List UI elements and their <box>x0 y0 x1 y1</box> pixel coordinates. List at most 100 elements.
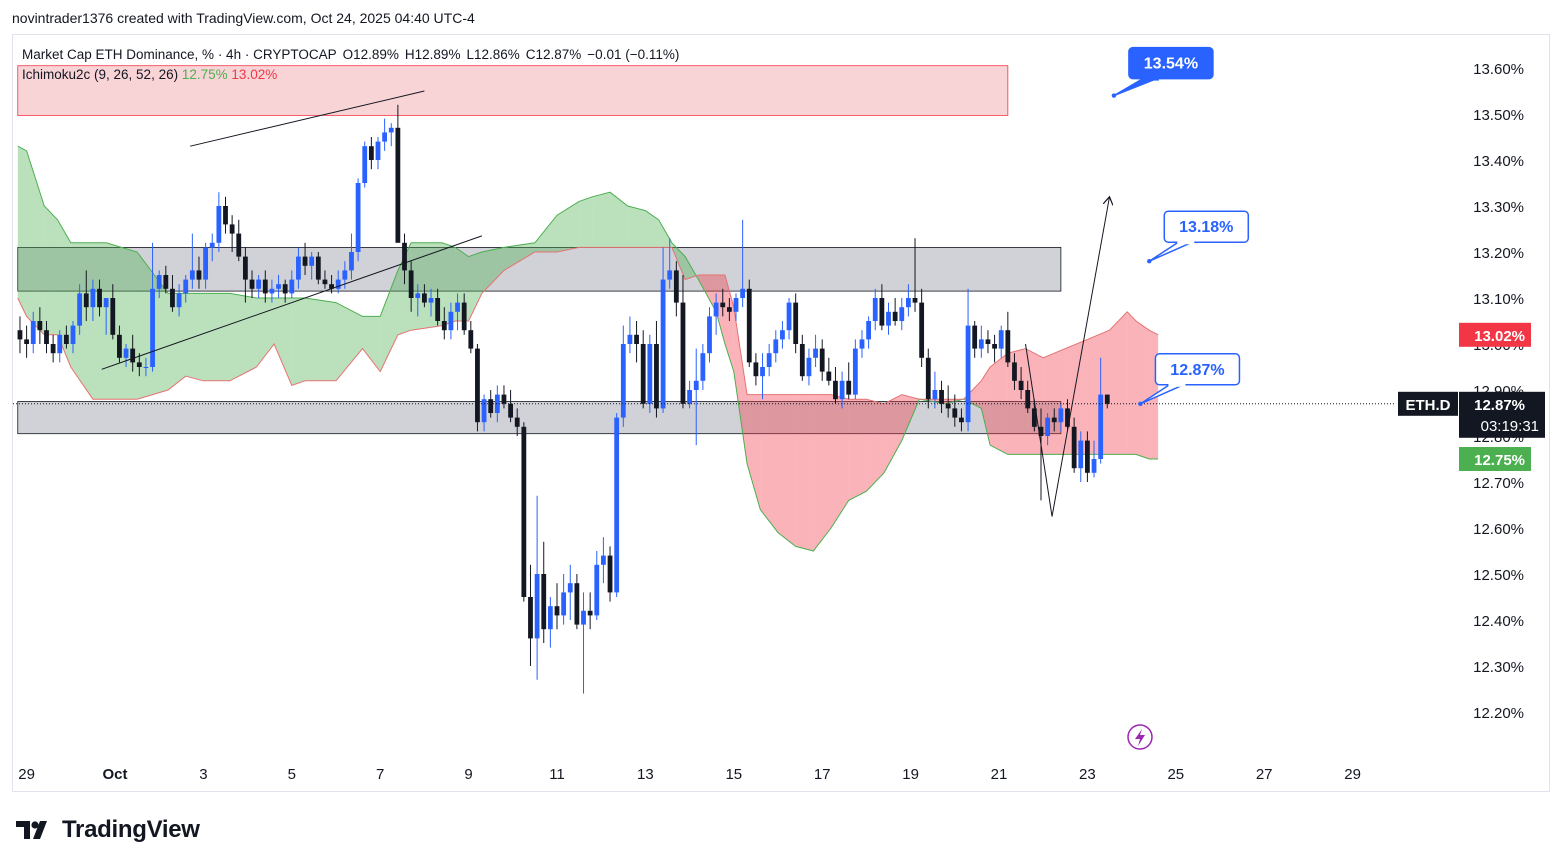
y-tick-label: 12.50% <box>1473 567 1524 584</box>
candle-body <box>196 270 202 280</box>
legend-indicator-row[interactable]: Ichimoku2c (9, 26, 52, 26) 12.75% 13.02% <box>22 65 685 85</box>
candle-body <box>481 399 487 423</box>
candle <box>395 104 401 243</box>
x-tick-label: 5 <box>288 766 296 783</box>
ichimoku-cloud-segment <box>831 394 849 528</box>
candle-body <box>687 390 692 404</box>
candle-body <box>541 574 547 630</box>
candle-body <box>978 339 984 349</box>
candle <box>262 270 268 303</box>
candle-body <box>886 311 891 326</box>
candle <box>521 422 527 602</box>
candle <box>786 298 792 340</box>
candle-body <box>322 279 328 285</box>
ichimoku-cloud-segment <box>866 399 885 492</box>
candle <box>753 353 759 386</box>
candle <box>216 192 222 252</box>
x-tick-label: 21 <box>991 766 1008 783</box>
callout-anchor <box>1138 401 1143 406</box>
candle <box>813 334 818 367</box>
candle-body <box>63 334 69 344</box>
candle-body <box>77 293 83 326</box>
x-tick-label: 27 <box>1256 766 1273 783</box>
candle <box>335 270 341 294</box>
candle <box>707 307 712 363</box>
label-text: 13.02% <box>1474 328 1525 345</box>
candle <box>229 215 235 252</box>
candle-body <box>654 344 659 409</box>
y-tick-label: 13.50% <box>1473 107 1524 124</box>
candle-body <box>647 344 653 404</box>
ichimoku-cloud-segment <box>760 394 778 533</box>
candle <box>905 284 911 317</box>
candle <box>985 330 991 354</box>
candle-body <box>1045 417 1051 436</box>
callout-pointer <box>1148 241 1193 262</box>
candle <box>514 408 520 436</box>
candle-body <box>508 403 513 418</box>
candle-body <box>972 325 978 349</box>
candle-body <box>985 339 991 344</box>
candle <box>534 495 540 680</box>
candle-body <box>441 321 447 331</box>
candle-body <box>819 348 825 372</box>
candle-body <box>707 316 712 354</box>
candle-body <box>1038 426 1044 436</box>
y-tick-label: 12.40% <box>1473 613 1524 630</box>
tradingview-logo[interactable]: TradingView <box>16 816 200 844</box>
candle <box>634 321 639 363</box>
candle-body <box>521 426 527 597</box>
x-tick-label: 19 <box>902 766 919 783</box>
candle <box>601 537 606 584</box>
candle-body <box>713 302 719 317</box>
candle <box>196 256 202 289</box>
chart-legend: Market Cap ETH Dominance, % · 4h · CRYPT… <box>22 45 685 85</box>
callout-joint <box>1141 76 1159 81</box>
chart-caption: novintrader1376 created with TradingView… <box>12 10 475 26</box>
candle-body <box>415 293 421 298</box>
candle-body <box>50 344 56 354</box>
candle <box>693 348 699 446</box>
candle-body <box>57 334 63 354</box>
candle <box>587 592 593 630</box>
candle <box>992 334 997 363</box>
candle-body <box>813 348 818 358</box>
candle <box>547 597 553 648</box>
candle <box>97 279 102 317</box>
candle-body <box>905 298 911 308</box>
lightning-bolt <box>1135 729 1145 746</box>
candle-body <box>448 311 454 331</box>
candle <box>1038 408 1044 501</box>
countdown-text: 03:19:31 <box>1481 418 1539 435</box>
callout-joint <box>1177 240 1195 245</box>
candle-body <box>388 127 394 133</box>
candle-body <box>368 146 374 160</box>
candle-body <box>627 334 633 344</box>
candle-body <box>494 394 500 413</box>
candle-body <box>1071 426 1077 469</box>
candle <box>581 592 586 694</box>
ichimoku-cloud-segment <box>305 298 336 381</box>
ichimoku-cloud-segment <box>981 367 991 446</box>
candle <box>508 390 513 423</box>
candle-body <box>136 362 142 367</box>
ichimoku-cloud-segment <box>397 242 412 335</box>
x-tick-label: 15 <box>725 766 742 783</box>
candle <box>673 261 679 317</box>
candle <box>408 261 414 312</box>
candle-body <box>693 380 699 390</box>
candle <box>806 348 812 386</box>
price-callout: 13.54% <box>1111 46 1214 98</box>
candle-body <box>1091 459 1097 473</box>
ichimoku-cloud-segment <box>658 219 672 248</box>
candle-body <box>435 298 441 321</box>
cloud-top-price-label: 13.02% <box>1459 322 1531 347</box>
candle-body <box>296 256 301 280</box>
candle-body <box>1058 408 1064 423</box>
ichimoku-cloud-segment <box>627 206 646 248</box>
ichimoku-span-a-line <box>17 145 1159 552</box>
callout-label: 13.18% <box>1179 219 1233 236</box>
candle <box>461 293 467 335</box>
candle <box>667 238 673 289</box>
